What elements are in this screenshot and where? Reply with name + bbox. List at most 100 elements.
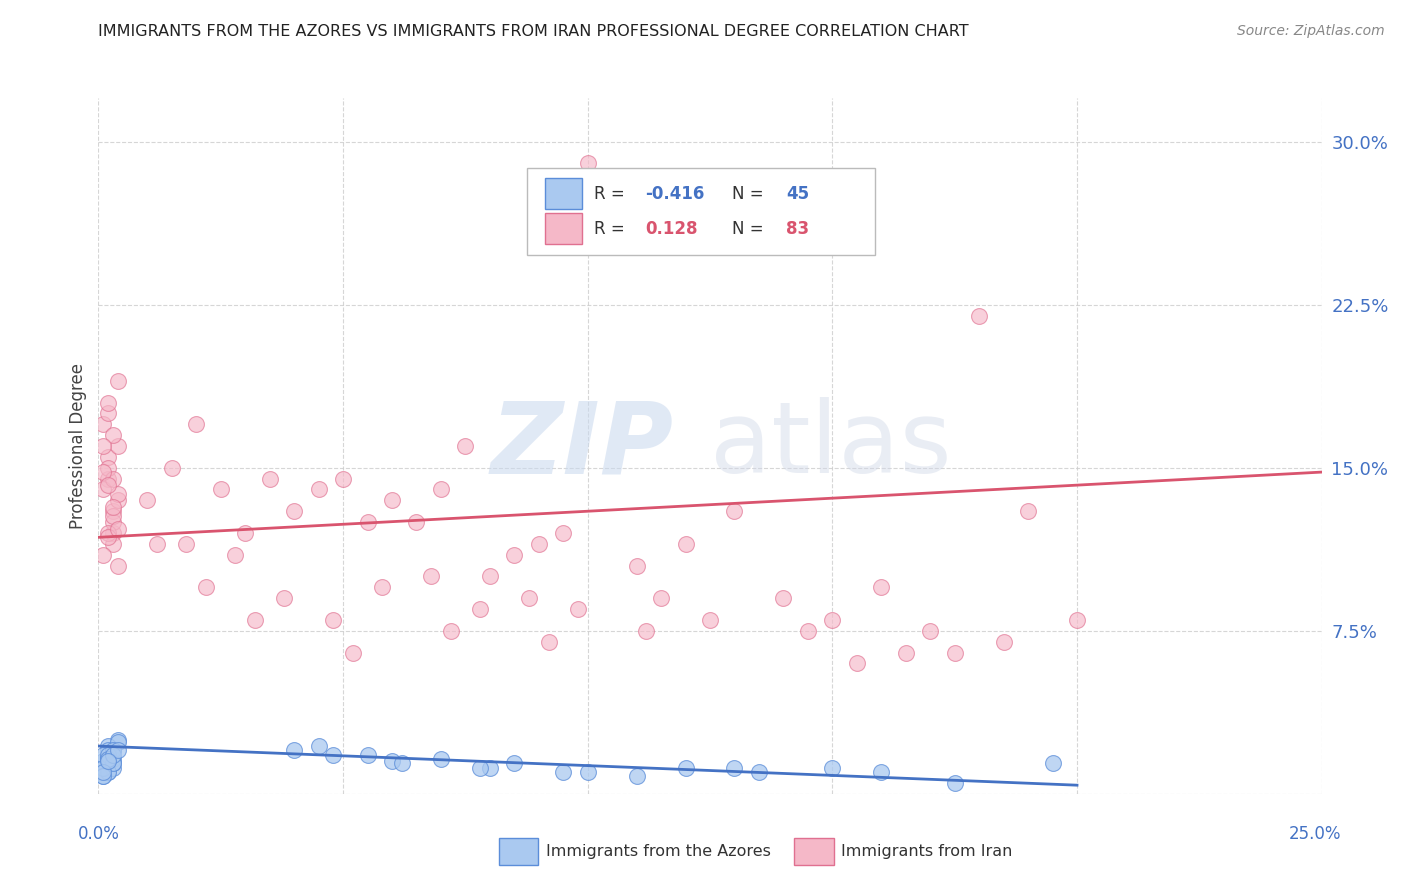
Text: Source: ZipAtlas.com: Source: ZipAtlas.com xyxy=(1237,24,1385,38)
Point xyxy=(146,537,169,551)
Point xyxy=(821,761,844,775)
Point xyxy=(224,548,246,562)
Point xyxy=(503,548,526,562)
Text: Immigrants from Iran: Immigrants from Iran xyxy=(841,845,1012,859)
Point xyxy=(107,743,129,757)
Text: R =: R = xyxy=(593,220,630,238)
Point xyxy=(97,752,120,766)
Point xyxy=(91,439,114,453)
Point xyxy=(91,417,114,432)
Point xyxy=(186,417,208,432)
Point xyxy=(107,439,129,453)
Point xyxy=(91,548,114,562)
Point xyxy=(107,522,129,536)
Text: 25.0%: 25.0% xyxy=(1288,825,1341,843)
Y-axis label: Professional Degree: Professional Degree xyxy=(69,363,87,529)
Point xyxy=(405,515,427,529)
Point xyxy=(97,472,120,486)
Point xyxy=(821,613,844,627)
Point xyxy=(503,756,526,771)
Point xyxy=(478,761,501,775)
Point xyxy=(176,537,198,551)
Point xyxy=(675,537,697,551)
Point xyxy=(107,735,129,749)
Point xyxy=(97,530,120,544)
Point xyxy=(97,526,120,541)
Point xyxy=(468,761,491,775)
Point xyxy=(107,732,129,747)
Point xyxy=(440,624,463,638)
Point xyxy=(576,765,599,780)
Point xyxy=(845,657,868,671)
Point xyxy=(723,761,745,775)
Point xyxy=(107,493,129,508)
Point xyxy=(967,309,990,323)
Text: Immigrants from the Azores: Immigrants from the Azores xyxy=(546,845,770,859)
Point xyxy=(478,569,501,583)
Text: 83: 83 xyxy=(786,220,808,238)
Point xyxy=(308,483,330,497)
Point xyxy=(101,747,124,762)
Point xyxy=(870,580,893,594)
Point xyxy=(356,515,378,529)
Point xyxy=(97,754,120,768)
Point xyxy=(97,747,120,762)
Point xyxy=(430,483,453,497)
Point xyxy=(160,460,183,475)
Point xyxy=(894,646,917,660)
Point xyxy=(626,769,648,784)
Point xyxy=(91,761,114,775)
Point xyxy=(371,580,394,594)
Text: IMMIGRANTS FROM THE AZORES VS IMMIGRANTS FROM IRAN PROFESSIONAL DEGREE CORRELATI: IMMIGRANTS FROM THE AZORES VS IMMIGRANTS… xyxy=(98,24,969,38)
FancyBboxPatch shape xyxy=(526,168,875,255)
Point xyxy=(101,472,124,486)
Point xyxy=(101,752,124,766)
Point xyxy=(454,439,477,453)
Point xyxy=(97,406,120,420)
Point xyxy=(243,613,266,627)
Point xyxy=(209,483,232,497)
Point xyxy=(381,754,404,768)
Point xyxy=(101,515,124,529)
Point xyxy=(283,743,305,757)
Point xyxy=(91,483,114,497)
Point xyxy=(101,743,124,757)
Point xyxy=(332,472,354,486)
Point xyxy=(553,765,575,780)
Point xyxy=(97,747,120,762)
Point xyxy=(91,465,114,479)
Point xyxy=(420,569,443,583)
Text: atlas: atlas xyxy=(710,398,952,494)
Point xyxy=(567,602,589,616)
Point xyxy=(920,624,942,638)
Point xyxy=(943,776,966,790)
Point xyxy=(107,558,129,573)
Point xyxy=(308,739,330,753)
Point xyxy=(273,591,295,606)
Point xyxy=(91,769,114,784)
Point xyxy=(322,747,344,762)
Point xyxy=(356,747,378,762)
Point xyxy=(97,765,120,780)
Point xyxy=(391,756,413,771)
Point xyxy=(537,634,560,648)
Point xyxy=(101,500,124,514)
Point xyxy=(101,428,124,442)
Point xyxy=(723,504,745,518)
Point xyxy=(233,526,256,541)
Point xyxy=(576,156,599,170)
Point xyxy=(101,504,124,518)
Point xyxy=(136,493,159,508)
Point xyxy=(97,395,120,409)
Point xyxy=(527,537,550,551)
Point xyxy=(322,613,344,627)
FancyBboxPatch shape xyxy=(546,213,582,244)
Point xyxy=(636,624,658,638)
Point xyxy=(870,765,893,780)
Point xyxy=(1017,504,1039,518)
Text: 0.128: 0.128 xyxy=(645,220,697,238)
Text: 45: 45 xyxy=(786,186,808,203)
Point xyxy=(772,591,794,606)
Point xyxy=(101,756,124,771)
Point xyxy=(97,743,120,757)
